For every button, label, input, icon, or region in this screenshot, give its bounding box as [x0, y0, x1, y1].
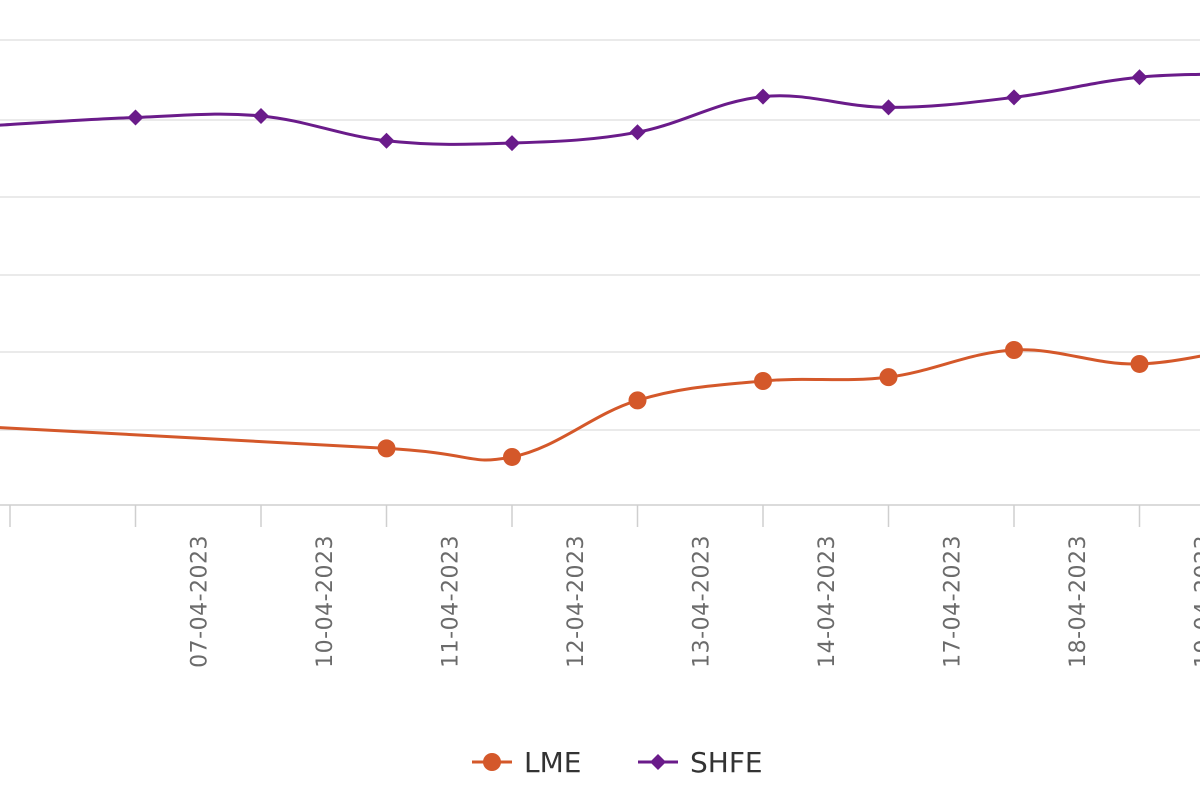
x-tick-label: 18-04-2023	[1066, 535, 1091, 668]
point-lme[interactable]	[503, 447, 521, 466]
point-shfe[interactable]	[253, 107, 269, 124]
series-layer	[0, 69, 1200, 466]
point-shfe[interactable]	[127, 109, 144, 126]
series-shfe	[0, 69, 1200, 152]
legend-label-lme: LME	[524, 746, 581, 779]
series-line-shfe	[0, 72, 1200, 146]
grid-layer	[0, 39, 1200, 431]
point-lme[interactable]	[628, 391, 647, 410]
point-lme[interactable]	[1130, 354, 1149, 373]
legend-swatch-marker	[483, 753, 501, 771]
point-shfe[interactable]	[378, 132, 395, 149]
point-lme[interactable]	[377, 439, 396, 458]
x-tick-label: 17-04-2023	[940, 535, 965, 668]
point-shfe[interactable]	[1131, 69, 1148, 86]
x-axis: 07-04-2023 10-04-2023 11-04-2023 12-04-2023…	[0, 504, 1200, 668]
legend-label-shfe: SHFE	[690, 746, 763, 779]
point-shfe[interactable]	[504, 135, 520, 152]
series-line-lme	[0, 348, 1200, 462]
point-lme[interactable]	[754, 372, 772, 390]
point-shfe[interactable]	[755, 88, 771, 105]
legend-item-shfe[interactable]: SHFE	[638, 746, 763, 779]
point-shfe[interactable]	[1006, 89, 1022, 106]
point-shfe[interactable]	[629, 124, 646, 141]
legend-swatch-marker	[650, 754, 666, 770]
series-lme	[0, 341, 1200, 466]
x-tick-label: 19-04-2023	[1191, 535, 1200, 668]
x-tick-label: 10-04-2023	[313, 535, 338, 668]
point-lme[interactable]	[1005, 341, 1023, 359]
point-shfe[interactable]	[880, 99, 897, 116]
x-tick-label: 07-04-2023	[187, 535, 212, 668]
legend: LME SHFE	[472, 746, 763, 779]
x-tick-label: 12-04-2023	[564, 535, 589, 668]
point-lme[interactable]	[879, 368, 898, 387]
legend-item-lme[interactable]: LME	[472, 746, 581, 779]
x-tick-label: 14-04-2023	[815, 535, 840, 668]
x-tick-label: 13-04-2023	[689, 535, 714, 668]
x-tick-label: 11-04-2023	[438, 535, 463, 668]
